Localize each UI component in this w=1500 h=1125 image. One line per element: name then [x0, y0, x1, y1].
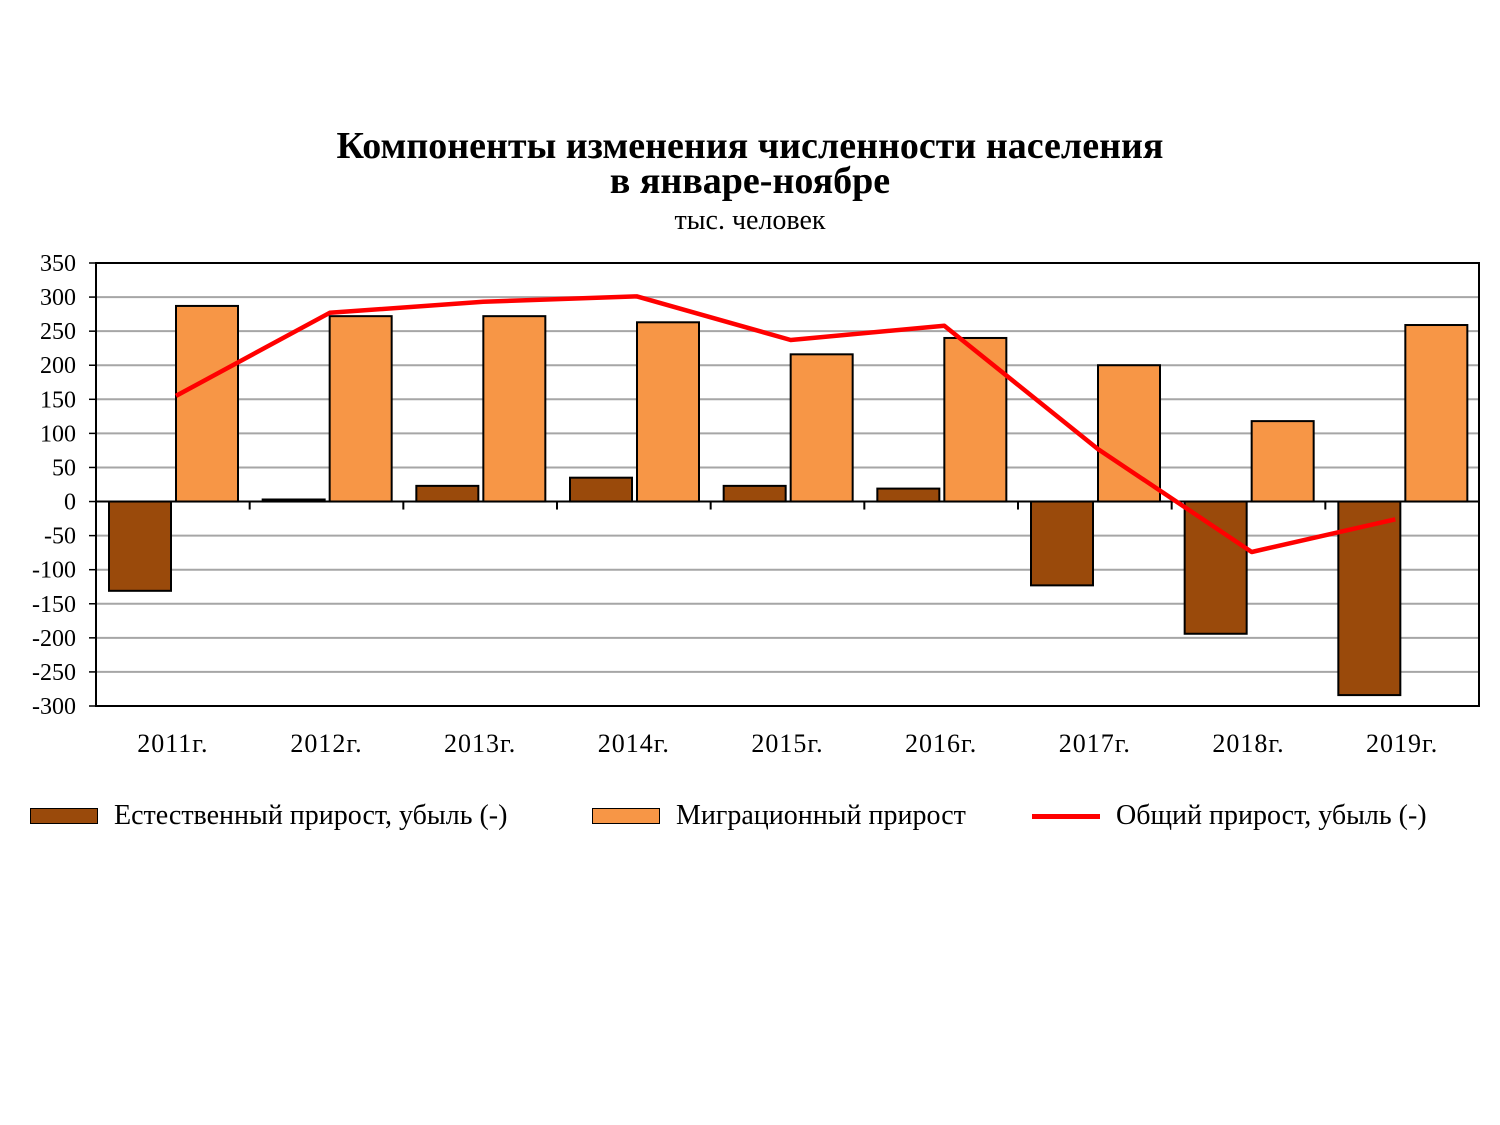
y-tick-label: -250 — [32, 660, 76, 686]
legend-item-total: Общий прирост, убыль (-) — [1032, 800, 1427, 832]
legend-swatch-natural — [30, 808, 98, 824]
legend-label-total: Общий прирост, убыль (-) — [1116, 800, 1427, 831]
y-tick-label: 300 — [40, 285, 76, 311]
chart-title: Компоненты изменения численности населен… — [336, 125, 1164, 167]
y-tick-label: 250 — [40, 319, 76, 345]
legend-label-migration: Миграционный прирост — [676, 800, 966, 831]
bar-natural-2011г. — [108, 500, 172, 592]
bar-natural-2018г. — [1183, 500, 1248, 635]
legend-swatch-total — [1032, 813, 1100, 819]
bar-natural-2017г. — [1030, 500, 1094, 587]
bar-migration-2017г. — [1097, 364, 1161, 503]
y-tick-label: 150 — [40, 387, 76, 413]
bar-migration-2015г. — [789, 353, 854, 503]
x-tick-label: 2016г. — [905, 729, 977, 758]
x-tick-label: 2012г. — [290, 729, 362, 758]
chart-subtitle: тыс. человек — [674, 205, 826, 236]
legend-swatch-migration — [592, 808, 660, 824]
line-total — [174, 294, 1396, 555]
bar-natural-2014г. — [569, 476, 633, 503]
plot-border — [95, 262, 1480, 707]
legend-item-migration: Миграционный прирост — [592, 800, 966, 832]
y-tick-label: 100 — [40, 421, 76, 447]
chart-canvas: 350 300 250 200 150 100 50 0 -50 -100 -150 -200 -250… — [32, 251, 1480, 758]
legend-label-natural: Естественный прирост, убыль (-) — [114, 800, 508, 831]
y-tick-label: 350 — [40, 251, 76, 277]
x-tick-label: 2017г. — [1059, 729, 1131, 758]
x-tick-label: 2015г. — [751, 729, 823, 758]
bar-migration-2013г. — [482, 315, 547, 503]
bar-natural-2016г. — [876, 487, 941, 503]
y-tick-label: -150 — [32, 592, 76, 618]
x-tick-label: 2011г. — [137, 729, 208, 758]
legend-item-natural: Естественный прирост, убыль (-) — [30, 800, 507, 832]
chart-title-line2: в январе-ноябре — [609, 160, 891, 202]
x-tick-label: 2018г. — [1212, 729, 1284, 758]
bar-migration-2011г. — [175, 304, 239, 503]
y-tick-label: -200 — [32, 626, 76, 652]
x-tick-label: 2019г. — [1366, 729, 1438, 758]
y-tick-label: -300 — [32, 694, 76, 720]
y-tick-label: -50 — [44, 524, 76, 550]
y-tick-label: 50 — [52, 455, 76, 481]
bar-migration-2014г. — [636, 321, 700, 503]
x-tick-label: 2014г. — [598, 729, 670, 758]
bar-natural-2015г. — [722, 484, 787, 503]
y-tick-label: 0 — [64, 490, 76, 516]
y-tick-label: -100 — [32, 558, 76, 584]
bar-migration-2016г. — [943, 336, 1008, 503]
x-tick-label: 2013г. — [444, 729, 516, 758]
y-tick-label: 200 — [40, 353, 76, 379]
bar-natural-2013г. — [415, 484, 480, 503]
legend: Естественный прирост, убыль (-) Миграцио… — [0, 800, 1500, 840]
bar-migration-2018г. — [1250, 420, 1315, 503]
bar-migration-2012г. — [328, 315, 393, 503]
bar-migration-2019г. — [1404, 324, 1469, 503]
